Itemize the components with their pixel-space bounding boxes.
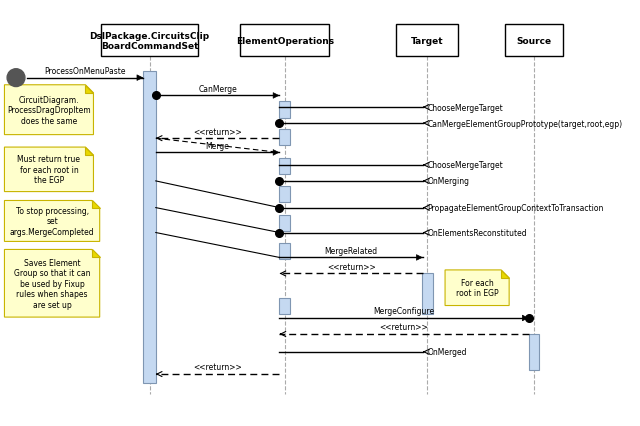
Text: <<return>>: <<return>> bbox=[380, 322, 429, 331]
FancyBboxPatch shape bbox=[100, 25, 198, 57]
Text: Must return true
for each root in
the EGP: Must return true for each root in the EG… bbox=[17, 155, 81, 185]
Text: MergeRelated: MergeRelated bbox=[324, 246, 378, 255]
FancyBboxPatch shape bbox=[280, 244, 290, 259]
FancyBboxPatch shape bbox=[505, 25, 563, 57]
Text: ElementOperations: ElementOperations bbox=[236, 37, 334, 46]
Text: ChooseMergeTarget: ChooseMergeTarget bbox=[428, 161, 503, 170]
Polygon shape bbox=[86, 86, 93, 94]
FancyBboxPatch shape bbox=[280, 158, 290, 174]
FancyBboxPatch shape bbox=[241, 25, 330, 57]
Text: Source: Source bbox=[516, 37, 552, 46]
FancyBboxPatch shape bbox=[529, 334, 540, 370]
FancyBboxPatch shape bbox=[422, 274, 433, 315]
Text: <<return>>: <<return>> bbox=[193, 363, 242, 371]
Text: DslPackage.CircuitsClip
BoardCommandSet: DslPackage.CircuitsClip BoardCommandSet bbox=[90, 32, 210, 51]
Text: MergeConfigure: MergeConfigure bbox=[374, 307, 435, 316]
FancyBboxPatch shape bbox=[280, 101, 290, 118]
Polygon shape bbox=[4, 148, 93, 192]
FancyBboxPatch shape bbox=[396, 25, 458, 57]
Text: PropagateElementGroupContextToTransaction: PropagateElementGroupContextToTransactio… bbox=[428, 204, 604, 213]
Text: CanMerge: CanMerge bbox=[198, 85, 237, 94]
Polygon shape bbox=[4, 250, 100, 317]
Text: OnMerged: OnMerged bbox=[428, 348, 467, 357]
Text: Target: Target bbox=[411, 37, 444, 46]
Polygon shape bbox=[86, 148, 93, 156]
Text: <<return>>: <<return>> bbox=[327, 262, 376, 271]
Polygon shape bbox=[92, 250, 100, 258]
Circle shape bbox=[7, 69, 25, 87]
Text: For each
root in EGP: For each root in EGP bbox=[456, 278, 499, 298]
Text: Merge: Merge bbox=[205, 141, 230, 150]
Text: To stop processing,
set
args.MergeCompleted: To stop processing, set args.MergeComple… bbox=[10, 207, 94, 236]
Text: CanMergeElementGroupPrototype(target,root,egp): CanMergeElementGroupPrototype(target,roo… bbox=[428, 119, 622, 128]
FancyBboxPatch shape bbox=[280, 299, 290, 315]
Text: Saves Element
Group so that it can
be used by Fixup
rules when shapes
are set up: Saves Element Group so that it can be us… bbox=[14, 258, 90, 309]
FancyBboxPatch shape bbox=[143, 72, 156, 383]
FancyBboxPatch shape bbox=[280, 215, 290, 231]
Polygon shape bbox=[445, 270, 509, 306]
Text: ProcessOnMenuPaste: ProcessOnMenuPaste bbox=[44, 67, 125, 76]
Text: <<return>>: <<return>> bbox=[193, 127, 242, 136]
Text: ChooseMergeTarget: ChooseMergeTarget bbox=[428, 103, 503, 112]
Polygon shape bbox=[501, 270, 509, 278]
Text: CircuitDiagram.
ProcessDragDropItem
does the same: CircuitDiagram. ProcessDragDropItem does… bbox=[7, 95, 91, 125]
Text: OnElementsReconstituted: OnElementsReconstituted bbox=[428, 228, 527, 237]
FancyBboxPatch shape bbox=[280, 130, 290, 146]
Text: OnMerging: OnMerging bbox=[428, 177, 469, 186]
Polygon shape bbox=[4, 201, 100, 242]
Polygon shape bbox=[92, 201, 100, 209]
Polygon shape bbox=[4, 86, 93, 135]
FancyBboxPatch shape bbox=[280, 187, 290, 203]
